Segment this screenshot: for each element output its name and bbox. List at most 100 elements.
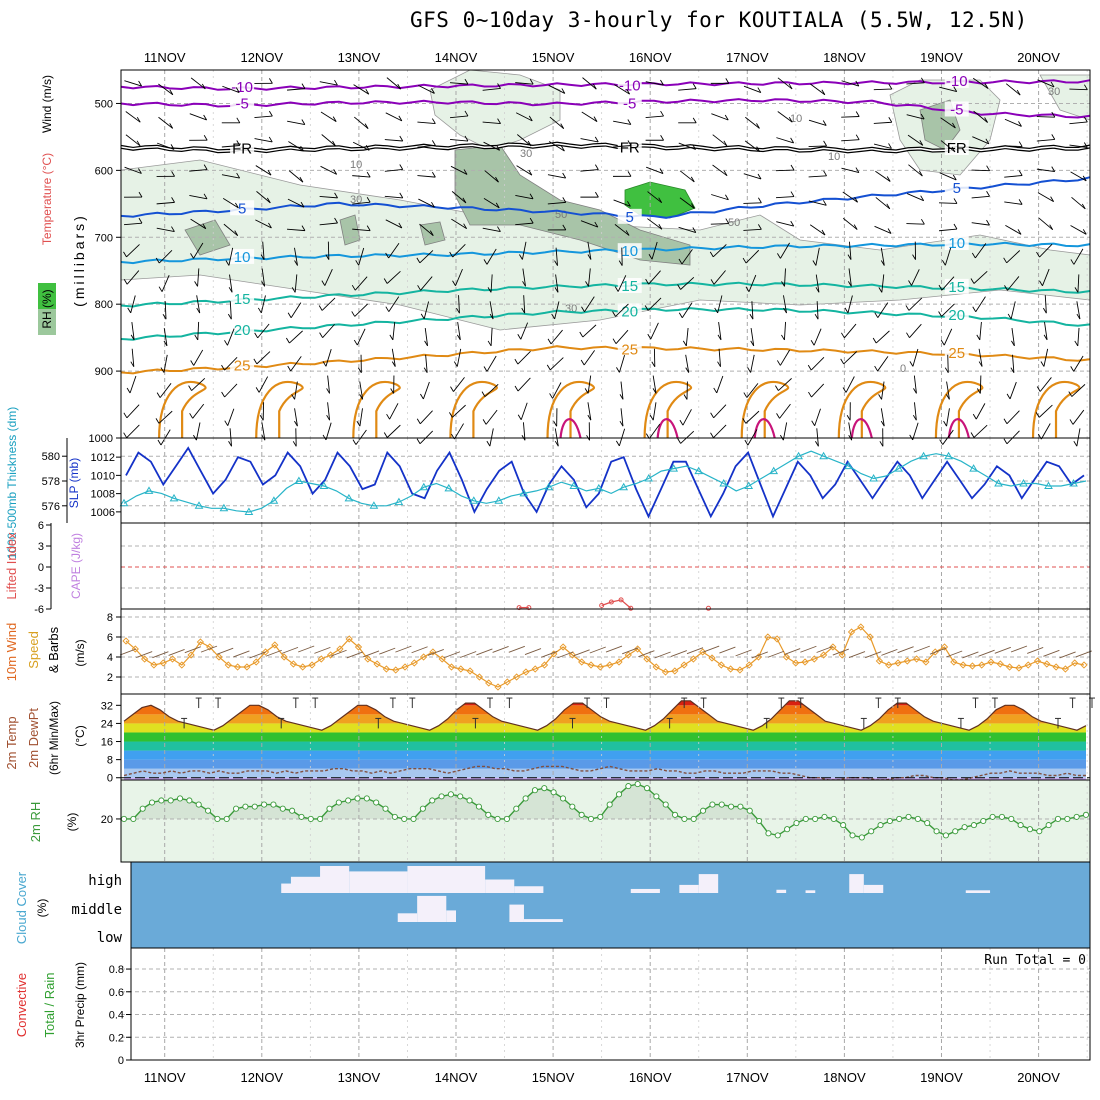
wind-speed-marker [968,662,977,670]
wind-barb-10m [962,651,979,659]
wind-barb-flag [790,137,794,144]
isotherm-loop-35 [947,418,970,439]
wind-barb [619,354,625,373]
wind-barb [384,195,403,199]
rh-2m-marker [429,797,436,804]
wind-barb [842,217,858,230]
wind-barb [942,429,954,445]
wind-barb [1005,225,1022,235]
wind-barb-flag [807,364,812,371]
wind-barb-flag [984,117,988,123]
wind-barb-flag [749,313,754,320]
wind-speed-marker [819,651,828,659]
wind-barb-flag [156,392,161,398]
wind-barb-flag [130,334,135,341]
rh-2m-marker [195,801,202,808]
wind-barb [451,191,467,204]
wind-barb-flag [880,260,885,266]
wind-barb-flag [920,113,925,120]
wind-barb-flag [678,312,683,318]
wind-barb-flag [627,140,632,146]
thickness-marker [319,481,329,489]
wind-barb-flag [287,312,292,318]
wind-barb-10m [800,645,817,653]
cloud-cover-background [131,862,1090,948]
wind-barb [777,111,793,123]
wind-barb [906,193,924,202]
isotherm-label: 5 [626,209,634,226]
temperature-axis-label: Temperature (°C) [40,153,54,245]
wind-barb-flag [1083,116,1088,123]
wind-speed-marker [1061,665,1070,673]
isotherm-loop-30 [546,380,595,439]
wind-barb [748,274,757,292]
temp-tick-label: 8 [107,755,113,767]
wind-barb [776,137,794,144]
wind-barb [547,201,566,205]
cloud-clear-span [417,895,447,922]
date-label-top: 11NOV [144,50,186,65]
wind-barb [419,250,434,264]
rh-2m-marker [970,822,977,829]
thickness-marker [594,483,604,492]
wind-barb-flag [909,361,914,367]
wind-barb [286,228,306,232]
wind-speed-marker [996,660,1004,668]
rh-2m-marker [326,805,333,812]
wind-barb [451,218,467,230]
wind-barb-flag [658,197,663,203]
wind-barb [229,274,233,293]
wind-barb [156,227,175,233]
wind-barb-flag [1011,340,1015,347]
wind-barb-flag [356,420,361,427]
rh-contour-label: 30 [520,148,532,160]
wind-barb-flag [887,228,892,234]
lifted-index-marker [618,597,624,603]
wind-barb-flag [291,394,296,400]
wind-barb-flag [1035,412,1040,418]
wind-speed-marker [503,678,511,686]
rh-2m-marker [840,822,847,829]
wind-barb [713,404,727,419]
wind-speed-marker [382,665,391,673]
wind-barb-flag [592,83,597,90]
wind-barb [1071,196,1086,210]
rh-2m-marker [223,815,230,822]
wind-barb [515,112,533,122]
wind-barb-flag [201,83,206,90]
wind-barb-10m [136,651,153,658]
isotherm-line [120,241,1091,265]
rh-2m-marker [289,807,296,814]
rh-2m-marker [167,797,174,804]
rh-2m-marker [279,805,286,812]
wind-barb [258,376,269,393]
wind-barb [813,328,822,346]
wind-speed-marker [289,660,298,668]
wind-barb-flag [417,285,421,291]
wind10-axis-label: 10m Wind [4,623,19,682]
wind-barb-flag [1050,196,1054,202]
wind-barb-flag [821,229,826,236]
thickness-marker [794,451,803,460]
wind-axis-label: Wind (m/s) [40,75,54,133]
rh-2m-marker [606,801,613,808]
wind-barb [548,141,565,152]
wind-barb-flag [844,307,849,314]
wind-barb [647,191,662,204]
wind-barb [1077,327,1080,346]
wind-barb [389,403,399,420]
wind-barb-flag [920,195,925,201]
rh-2m-marker [494,815,501,822]
wind-speed-marker [633,645,642,653]
wind-barb-flag [136,116,141,123]
wind-barb [810,357,825,371]
wind-speed-marker [912,655,921,663]
wind-barb [580,138,599,143]
wind-barb [972,136,990,145]
wind-barb [228,247,234,266]
wind-barb-flag [585,281,589,287]
wind-barb [449,82,469,85]
wind-barb [455,268,463,286]
date-label-top: 15NOV [532,50,575,65]
wind-barb-flag [970,432,975,438]
